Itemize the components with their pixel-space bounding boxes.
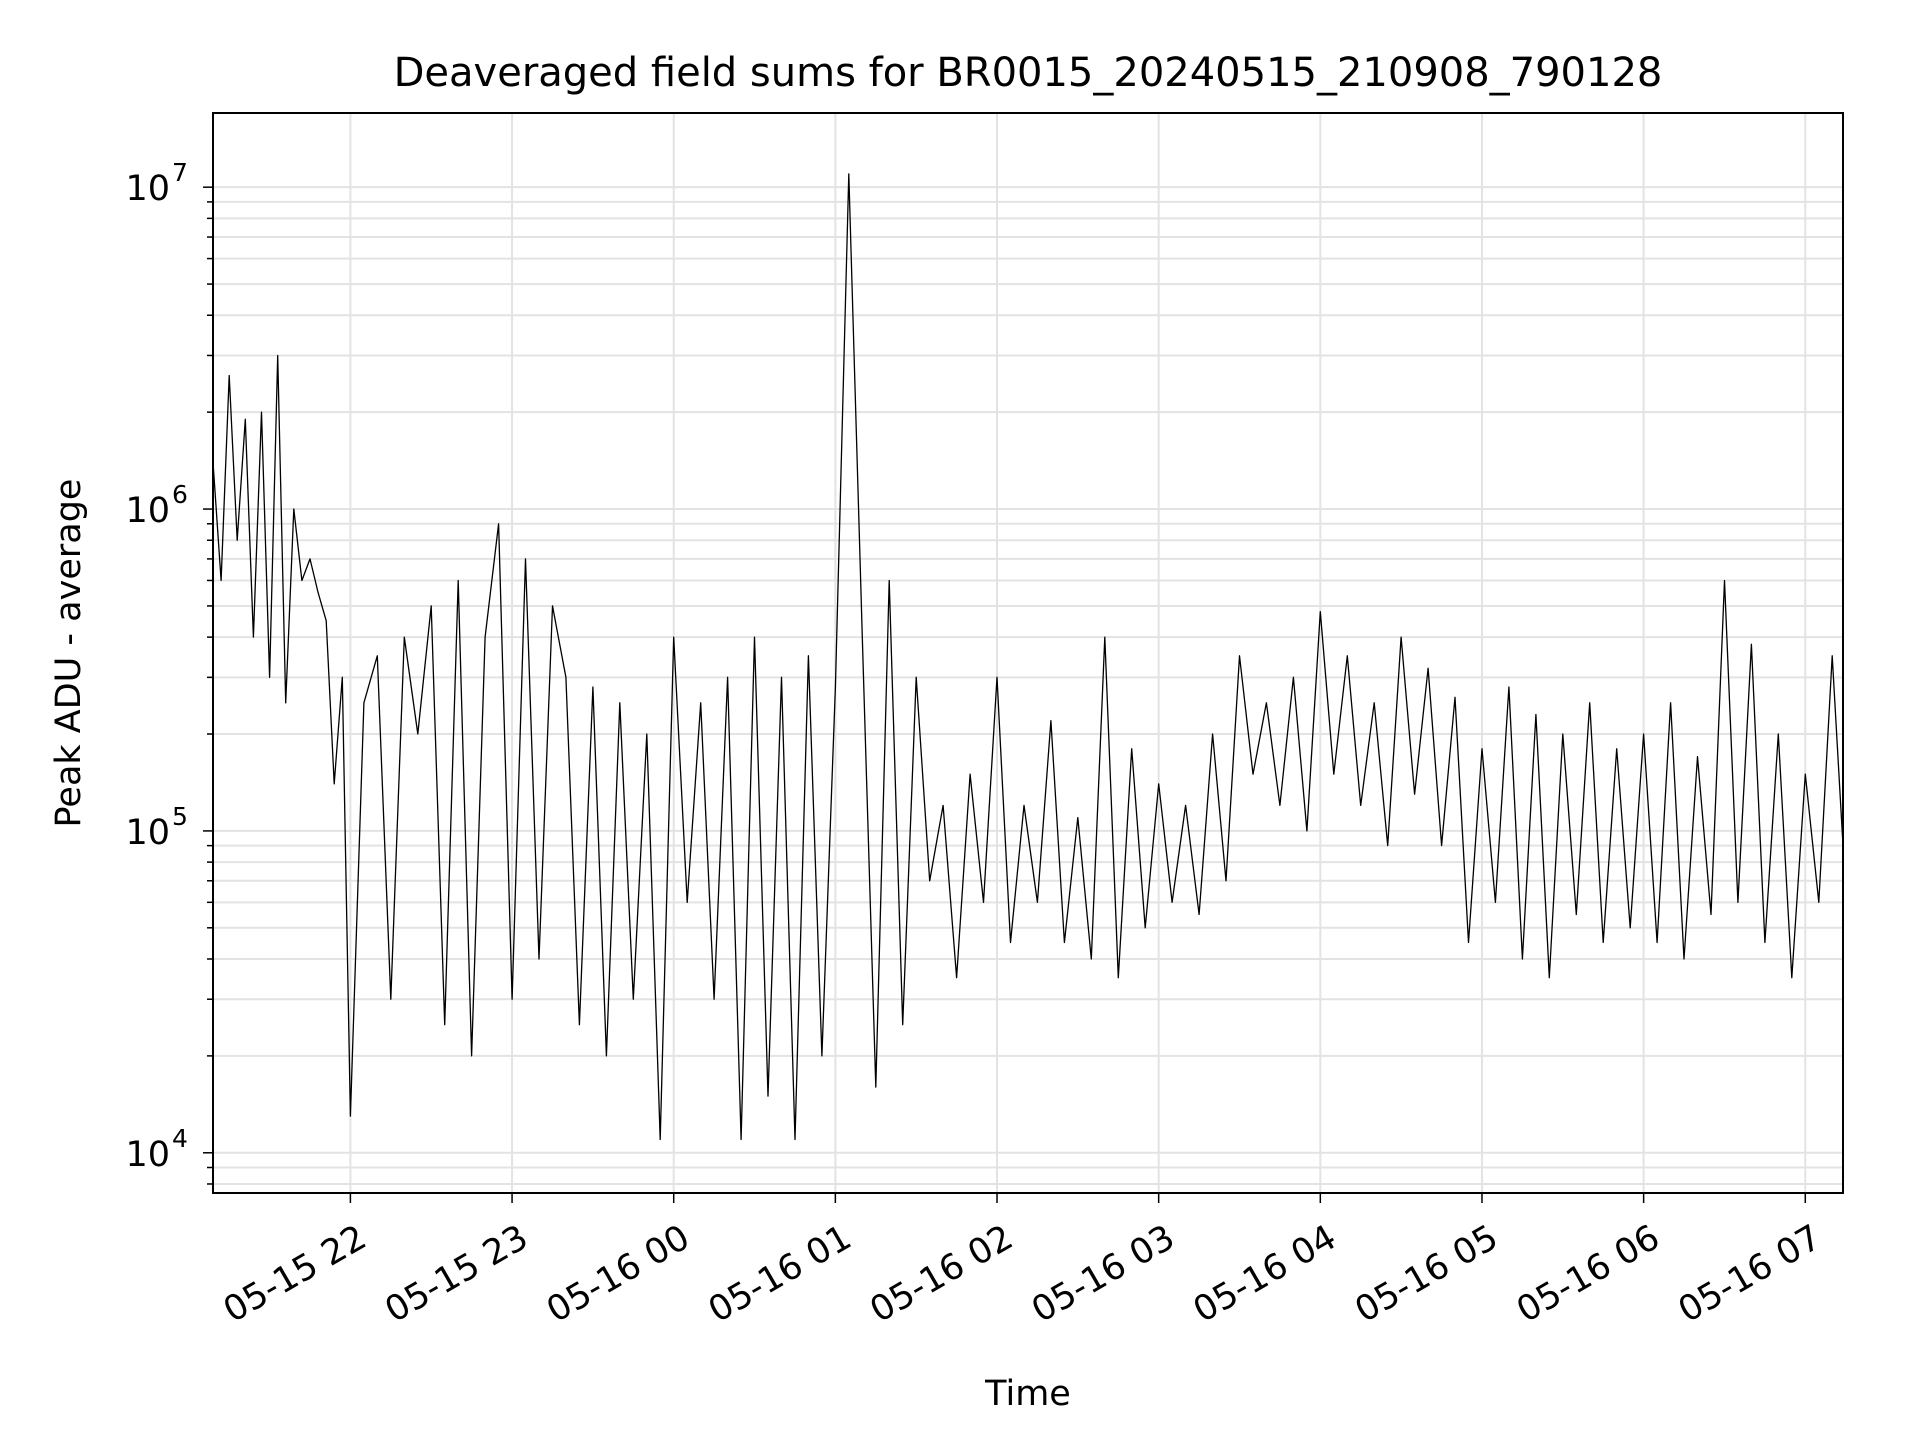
y-tick-label: 10 7 bbox=[125, 158, 187, 209]
y-tick-label-exponent: 7 bbox=[172, 158, 188, 187]
y-tick-label-base: 10 bbox=[125, 491, 170, 531]
y-tick-label-exponent: 5 bbox=[172, 802, 188, 831]
y-tick-label: 10 4 bbox=[125, 1124, 187, 1175]
x-axis-label: Time bbox=[984, 1374, 1071, 1414]
plot-area bbox=[212, 112, 1844, 1194]
series-line bbox=[212, 173, 1844, 1141]
y-tick-label: 10 6 bbox=[125, 480, 187, 531]
chart-title: Deaveraged field sums for BR0015_2024051… bbox=[394, 50, 1663, 96]
y-tick-label-base: 10 bbox=[125, 1135, 170, 1175]
plot-frame bbox=[212, 112, 1844, 1194]
y-tick-label-base: 10 bbox=[125, 169, 170, 209]
y-axis-label: Peak ADU - average bbox=[49, 479, 89, 828]
y-tick-label: 10 5 bbox=[125, 802, 187, 853]
y-tick-label-base: 10 bbox=[125, 813, 170, 853]
plot-background bbox=[213, 113, 1843, 1193]
y-tick-label-exponent: 4 bbox=[172, 1124, 188, 1153]
y-tick-label-exponent: 6 bbox=[172, 480, 188, 509]
